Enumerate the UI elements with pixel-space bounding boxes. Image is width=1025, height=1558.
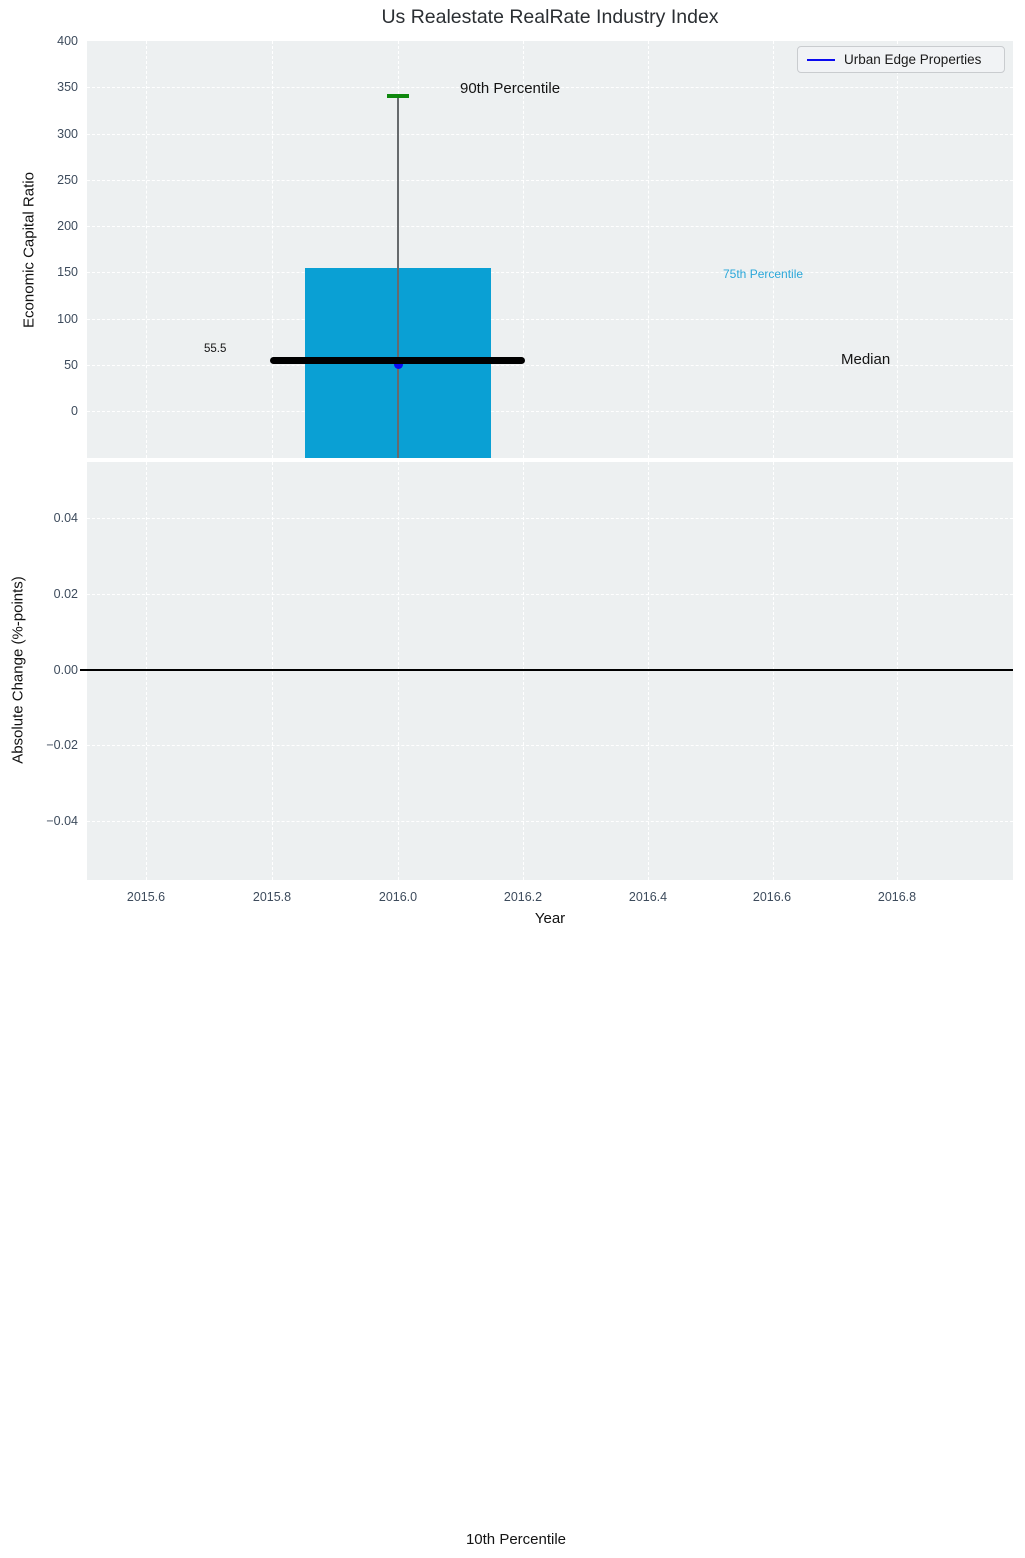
p90-cap-mark [387, 94, 409, 98]
y-tick: 300 [57, 127, 78, 141]
gridline [87, 180, 1013, 181]
legend-line-sample [807, 58, 835, 61]
x-axis-label: Year [534, 910, 566, 927]
gridline [897, 462, 898, 880]
gridline [773, 462, 774, 880]
gridline [87, 518, 1013, 519]
y-tick: 100 [57, 312, 78, 326]
gridline [87, 411, 1013, 412]
x-tick: 2016.4 [628, 890, 668, 904]
gridline [648, 41, 649, 458]
gridline [87, 87, 1013, 88]
gridline [146, 41, 147, 458]
bottom-plot-area [80, 462, 1013, 880]
y-tick: 150 [57, 265, 78, 279]
gridline [87, 226, 1013, 227]
top-plot-area: 90th Percentile 75th Percentile Median 5… [87, 41, 1013, 458]
y-tick: −0.04 [46, 814, 78, 828]
gridline [87, 134, 1013, 135]
gridline [272, 462, 273, 880]
y-tick: 50 [64, 358, 78, 372]
zero-line [80, 669, 1013, 671]
whisker-line [397, 95, 399, 458]
gridline [773, 41, 774, 458]
p75-annotation: 75th Percentile [723, 267, 804, 281]
y-tick: 250 [57, 173, 78, 187]
y-tick: −0.02 [46, 738, 78, 752]
gridline [523, 462, 524, 880]
y-tick: 400 [57, 34, 78, 48]
p10-annotation: 10th Percentile [465, 1531, 567, 1548]
median-annotation: Median [841, 351, 891, 368]
gridline [87, 594, 1013, 595]
gridline [523, 41, 524, 458]
gridline [87, 745, 1013, 746]
legend-label: Urban Edge Properties [844, 52, 982, 67]
gridline [398, 462, 399, 880]
gridline [87, 365, 1013, 366]
urban-edge-data-point [394, 360, 403, 369]
gridline [87, 272, 1013, 273]
gridline [897, 41, 898, 458]
y-tick: 0.00 [53, 663, 78, 677]
y-tick: 0.04 [53, 511, 78, 525]
median-line [270, 357, 525, 364]
gridline [146, 462, 147, 880]
gridline [648, 462, 649, 880]
median-value-label: 55.5 [204, 343, 227, 355]
x-tick: 2016.8 [877, 890, 917, 904]
y-tick: 0 [71, 404, 78, 418]
y-tick: 350 [57, 80, 78, 94]
x-tick: 2016.0 [378, 890, 418, 904]
y-tick: 200 [57, 219, 78, 233]
p90-annotation: 90th Percentile [460, 80, 561, 97]
x-tick: 2016.6 [752, 890, 792, 904]
x-tick: 2016.2 [503, 890, 543, 904]
y-tick: 0.02 [53, 587, 78, 601]
bottom-y-axis-label: Absolute Change (%-points) [9, 576, 27, 764]
x-tick: 2015.8 [252, 890, 292, 904]
chart-title: Us Realestate RealRate Industry Index [381, 6, 719, 28]
gridline [272, 41, 273, 458]
x-tick: 2015.6 [126, 890, 166, 904]
gridline [87, 319, 1013, 320]
legend: Urban Edge Properties [797, 46, 1005, 73]
top-y-axis-label: Economic Capital Ratio [20, 172, 38, 328]
gridline [87, 821, 1013, 822]
